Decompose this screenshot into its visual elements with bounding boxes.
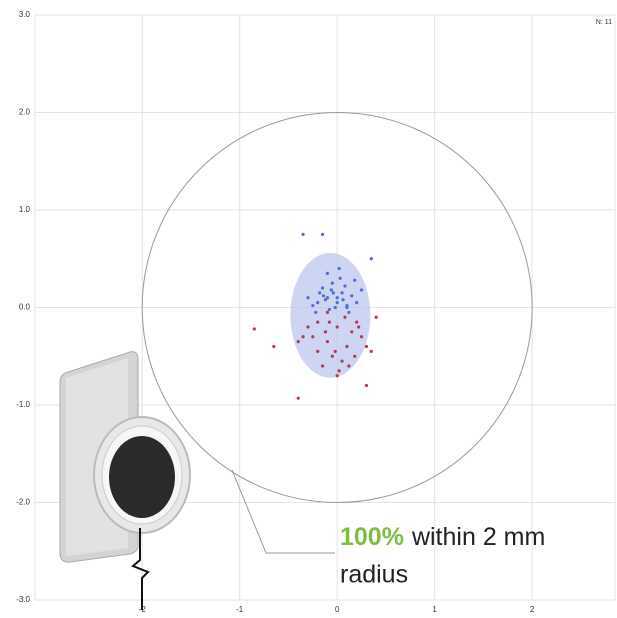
y-tick-label: 1.0 bbox=[19, 205, 31, 214]
scatter-point bbox=[325, 310, 330, 314]
scatter-point bbox=[323, 330, 328, 334]
scatter-point bbox=[355, 301, 359, 305]
scatter-point bbox=[335, 301, 339, 305]
plot-area bbox=[141, 112, 533, 503]
scatter-point bbox=[272, 344, 276, 349]
y-tick-label: -1.0 bbox=[16, 400, 30, 409]
x-tick-label: 2 bbox=[530, 605, 535, 614]
count-label: N: 11 bbox=[596, 19, 612, 26]
scatter-point bbox=[355, 320, 359, 324]
device-illustration bbox=[59, 351, 191, 610]
annotation-percent: 100% bbox=[340, 523, 404, 551]
annotation-radius: radius bbox=[340, 561, 408, 589]
scatter-point bbox=[306, 325, 310, 329]
scatter-point bbox=[311, 303, 315, 308]
scatter-point bbox=[353, 278, 357, 282]
scatter-point bbox=[369, 257, 373, 261]
scatter-point bbox=[306, 296, 310, 300]
scatter-point bbox=[350, 294, 354, 298]
scatter-point bbox=[320, 286, 325, 290]
scatter-point bbox=[337, 369, 341, 373]
scatter-point bbox=[327, 320, 331, 324]
scatter-point bbox=[316, 301, 320, 305]
scatter-point bbox=[345, 303, 349, 308]
scatter-point bbox=[252, 327, 256, 331]
scatter-point bbox=[359, 335, 364, 339]
scatter-point bbox=[301, 232, 305, 236]
y-tick-label: 3.0 bbox=[19, 10, 31, 19]
scatter-point bbox=[335, 296, 339, 300]
scatter-point bbox=[340, 291, 344, 295]
scatter-point bbox=[353, 354, 357, 358]
scatter-point bbox=[331, 291, 335, 295]
scatter-point bbox=[347, 364, 351, 368]
scatter-point bbox=[320, 364, 325, 368]
annotation-within: within 2 mm bbox=[411, 523, 545, 551]
scatter-point bbox=[325, 296, 330, 300]
scatter-point bbox=[359, 288, 364, 292]
y-tick-label: -2.0 bbox=[16, 498, 30, 507]
scatter-point bbox=[320, 232, 325, 236]
scatter-point bbox=[369, 349, 373, 353]
scatter-point bbox=[350, 330, 354, 334]
scatter-point bbox=[327, 307, 331, 312]
y-tick-label: -3.0 bbox=[16, 595, 30, 604]
scatter-point bbox=[325, 271, 330, 275]
callout-line bbox=[231, 469, 335, 554]
y-tick-label: 2.0 bbox=[19, 108, 31, 117]
x-tick-label: 1 bbox=[432, 605, 437, 614]
scatter-point bbox=[325, 340, 330, 344]
scatter-point bbox=[330, 281, 334, 285]
scatter-point bbox=[318, 291, 322, 295]
scatter-point bbox=[343, 315, 347, 319]
confidence-ellipse bbox=[290, 252, 371, 378]
scatter-point bbox=[316, 320, 320, 324]
annotation: 100% within 2 mm bbox=[340, 523, 545, 551]
scatter-point bbox=[345, 344, 349, 349]
scatter-point bbox=[314, 310, 318, 314]
scatter-point bbox=[311, 335, 315, 339]
x-tick-label: -1 bbox=[236, 605, 244, 614]
scatter-point bbox=[316, 349, 320, 353]
scatter-point bbox=[340, 359, 344, 363]
y-tick-label: 0.0 bbox=[19, 303, 31, 312]
scatter-point bbox=[374, 315, 378, 319]
scatter-point bbox=[301, 335, 305, 339]
scatter-point bbox=[364, 383, 369, 388]
scatter-point bbox=[330, 354, 334, 358]
scatter-point bbox=[335, 374, 339, 378]
scatter-point bbox=[338, 276, 342, 280]
scatter-point bbox=[347, 310, 351, 314]
scatter-point bbox=[296, 340, 300, 344]
scatter-point bbox=[341, 298, 345, 302]
scatter-point bbox=[335, 325, 339, 329]
scatter-point bbox=[323, 298, 328, 302]
scatter-point bbox=[343, 284, 347, 288]
scatter-point bbox=[296, 396, 300, 400]
scatter-point bbox=[329, 288, 333, 292]
scatter-point bbox=[333, 349, 337, 353]
scatter-point bbox=[357, 325, 361, 329]
scatter-point bbox=[364, 344, 369, 349]
scatter-point bbox=[333, 305, 337, 310]
x-tick-label: 0 bbox=[335, 605, 340, 614]
reference-circle bbox=[141, 112, 533, 503]
scatter-point bbox=[321, 294, 326, 298]
scatter-point bbox=[337, 266, 341, 271]
